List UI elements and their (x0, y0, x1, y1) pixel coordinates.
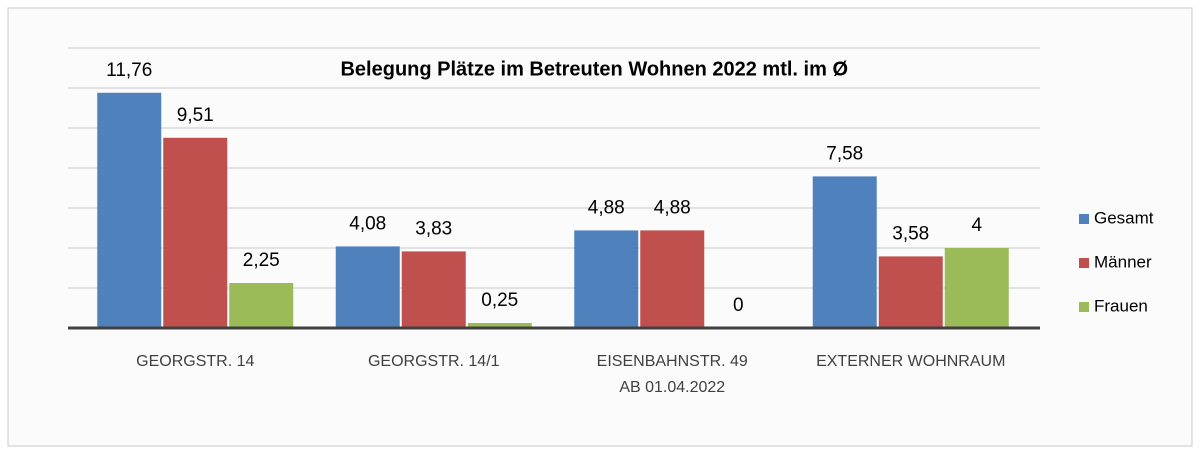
bar (944, 248, 1009, 328)
value-label: 4 (971, 215, 982, 236)
x-tick-label: EXTERNER WOHNRAUM (816, 353, 1006, 370)
x-tick-label: GEORGSTR. 14 (136, 353, 255, 370)
value-label: 7,58 (826, 143, 863, 164)
bar (812, 176, 877, 328)
value-label: 4,88 (588, 197, 625, 218)
value-label: 0 (733, 295, 744, 316)
value-label: 2,25 (243, 250, 280, 271)
x-tick-label: EISENBAHNSTR. 49 AB 01.04.2022 (596, 353, 748, 396)
legend-label: Frauen (1094, 296, 1148, 315)
bar (640, 230, 705, 328)
bar (878, 256, 943, 328)
x-tick-label: GEORGSTR. 14/1 (367, 353, 500, 370)
value-label: 9,51 (177, 105, 214, 126)
legend-swatch (1079, 258, 1089, 268)
chart-title: Belegung Plätze im Betreuten Wohnen 2022… (340, 58, 848, 80)
legend-label: Gesamt (1094, 208, 1154, 227)
value-label: 4,88 (654, 197, 691, 218)
bar (467, 323, 532, 328)
bar (163, 137, 228, 328)
value-label: 11,76 (106, 60, 152, 81)
value-label: 3,83 (415, 218, 452, 239)
legend-swatch (1079, 302, 1089, 312)
value-label: 0,25 (481, 290, 518, 311)
bar (574, 230, 639, 328)
legend-label: Männer (1094, 252, 1152, 271)
bar (401, 251, 466, 328)
value-label: 3,58 (892, 223, 929, 244)
bar (335, 246, 400, 328)
bar (229, 283, 294, 328)
bar (97, 92, 162, 328)
value-label: 4,08 (349, 213, 386, 234)
legend-swatch (1079, 214, 1089, 224)
